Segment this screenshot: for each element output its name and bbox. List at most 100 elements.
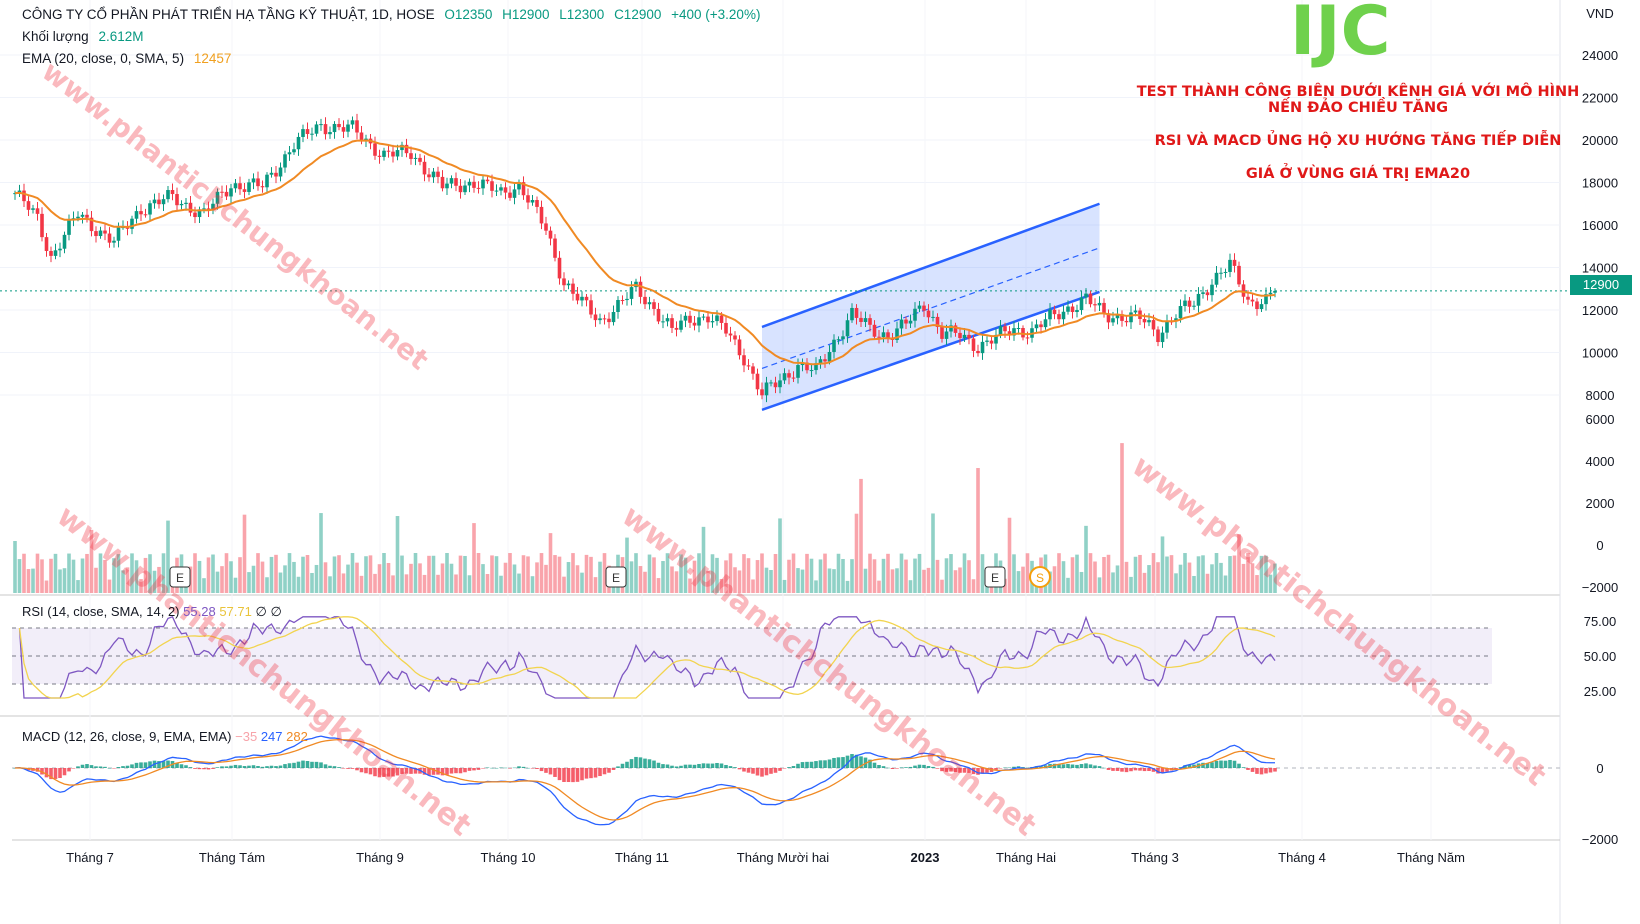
macd-value: 247	[260, 729, 283, 744]
macd-histogram-bar	[1237, 763, 1241, 768]
macd-histogram-bar	[1160, 768, 1165, 774]
watermark-text: www.phantichchungkhoan.net	[36, 55, 435, 377]
macd-signal-value: 282	[286, 729, 308, 744]
macd-histogram-bar	[814, 761, 818, 768]
volume-bar	[1088, 553, 1093, 593]
channel-lower-line	[761, 290, 1100, 412]
volume-bar	[490, 555, 494, 593]
volume-bar	[341, 573, 346, 593]
volume-tick-label: 0	[1596, 538, 1603, 553]
macd-histogram-bar	[994, 768, 998, 771]
macd-histogram-bar	[1088, 764, 1093, 768]
macd-histogram-bar	[589, 768, 593, 779]
macd-histogram-bar	[278, 765, 283, 768]
volume-bar	[1052, 566, 1057, 593]
volume-bar	[1205, 573, 1210, 593]
macd-histogram-bar	[760, 768, 764, 777]
volume-bar	[949, 554, 953, 593]
candle-body	[535, 200, 539, 207]
macd-histogram-bar	[773, 768, 778, 773]
volume-bar	[872, 559, 877, 593]
volume-legend[interactable]: Khối lượng 2.612M	[22, 29, 149, 44]
candle-body	[1097, 302, 1102, 306]
candle-body	[818, 359, 823, 364]
rsi-legend[interactable]: RSI (14, close, SMA, 14, 2) 55.28 57.71 …	[22, 604, 282, 620]
volume-bar	[863, 568, 868, 593]
candle-body	[1025, 337, 1030, 339]
volume-bar	[94, 567, 98, 593]
candle-body	[832, 339, 836, 352]
volume-bar	[535, 562, 539, 593]
volume-bar	[265, 577, 269, 593]
macd-legend[interactable]: MACD (12, 26, close, 9, EMA, EMA) −35 24…	[22, 729, 308, 744]
macd-histogram-bar	[256, 766, 260, 768]
volume-value: 2.612M	[98, 29, 144, 44]
candle-body	[1052, 309, 1057, 315]
candle-body	[733, 335, 737, 340]
macd-histogram-bar	[962, 768, 967, 773]
macd-histogram-bar	[62, 768, 67, 776]
volume-bar	[769, 570, 773, 593]
rsi-empty-1: ∅	[255, 604, 267, 619]
macd-histogram-bar	[886, 767, 890, 769]
price-tick-label: 24000	[1582, 48, 1618, 63]
macd-histogram-bar	[701, 763, 706, 768]
macd-histogram-bar	[859, 756, 863, 768]
volume-bar	[701, 526, 706, 593]
volume-bar	[562, 576, 566, 593]
volume-bar	[256, 553, 260, 593]
earnings-marker-icon	[605, 566, 627, 588]
candle-body	[269, 172, 274, 175]
volume-bar	[463, 555, 467, 593]
candle-body	[463, 185, 467, 193]
macd-histogram-bar	[157, 761, 161, 768]
volume-bar	[346, 564, 350, 593]
volume-bar	[44, 580, 49, 593]
currency-label: VND	[1586, 6, 1613, 21]
macd-histogram-bar	[1259, 768, 1264, 775]
candle-body	[1129, 312, 1133, 323]
candle-body	[971, 338, 976, 351]
macd-histogram-bar	[373, 768, 377, 777]
candle-body	[584, 296, 589, 301]
candle-body	[841, 336, 845, 340]
macd-histogram-bar	[58, 768, 62, 779]
price-channel-fill	[762, 203, 1100, 410]
candle-body	[1232, 259, 1237, 266]
high-value: H12900	[502, 7, 550, 22]
macd-histogram-bar	[710, 763, 715, 768]
candle-body	[787, 373, 791, 378]
volume-bar	[202, 578, 206, 593]
macd-histogram-bar	[287, 763, 292, 768]
macd-histogram-bar	[1255, 768, 1259, 774]
macd-histogram-bar	[80, 764, 85, 768]
volume-tick-label: −2000	[1582, 580, 1619, 595]
volume-bar	[215, 571, 220, 593]
candle-body	[661, 321, 665, 323]
macd-histogram-bar	[346, 768, 350, 769]
ema-value: 12457	[193, 51, 232, 66]
rsi-tick-label: 50.00	[1584, 649, 1617, 664]
ema-legend[interactable]: EMA (20, close, 0, SMA, 5) 12457	[22, 51, 237, 66]
candle-body	[967, 334, 971, 339]
rsi-line	[18, 615, 1276, 699]
macd-histogram-bar	[836, 757, 841, 768]
volume-bar	[539, 553, 544, 593]
candle-body	[643, 296, 647, 305]
volume-bar	[895, 568, 899, 593]
macd-histogram-bar	[769, 768, 773, 774]
candle-body	[1178, 306, 1183, 319]
candle-body	[805, 362, 809, 371]
volume-bar	[260, 561, 265, 593]
candle-body	[953, 325, 958, 333]
volume-bar	[337, 555, 341, 593]
volume-bar	[107, 579, 112, 593]
volume-bar	[1178, 564, 1183, 593]
macd-histogram-bar	[1129, 768, 1133, 772]
candle-body	[233, 183, 238, 189]
volume-bar	[130, 553, 134, 593]
macd-histogram-bar	[1205, 762, 1210, 768]
volume-bar	[373, 573, 377, 593]
volume-bar	[787, 559, 791, 593]
